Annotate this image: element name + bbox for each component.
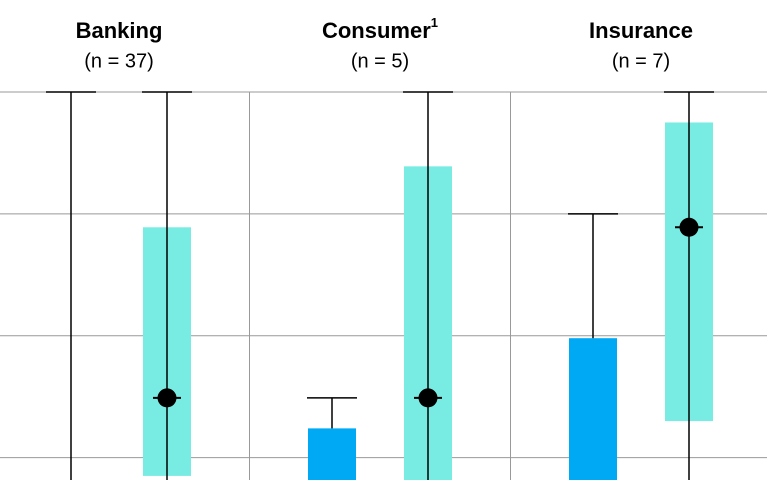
- panel-title-text: Consumer: [322, 18, 431, 43]
- panel-title: Banking: [76, 18, 163, 43]
- median-dot: [679, 217, 699, 237]
- panel-title: Insurance: [589, 18, 693, 43]
- footnote-marker: 1: [431, 15, 438, 30]
- bar: [308, 428, 356, 480]
- median-dot: [418, 388, 438, 408]
- panel-title-text: Banking: [76, 18, 163, 43]
- panel-subtitle: (n = 7): [612, 50, 670, 72]
- panel-title: Consumer1: [322, 15, 438, 42]
- panel-subtitle: (n = 5): [351, 50, 409, 72]
- panel-title-text: Insurance: [589, 18, 693, 43]
- median-dot: [157, 388, 177, 408]
- bar: [569, 338, 617, 480]
- panel-subtitle: (n = 37): [84, 50, 153, 72]
